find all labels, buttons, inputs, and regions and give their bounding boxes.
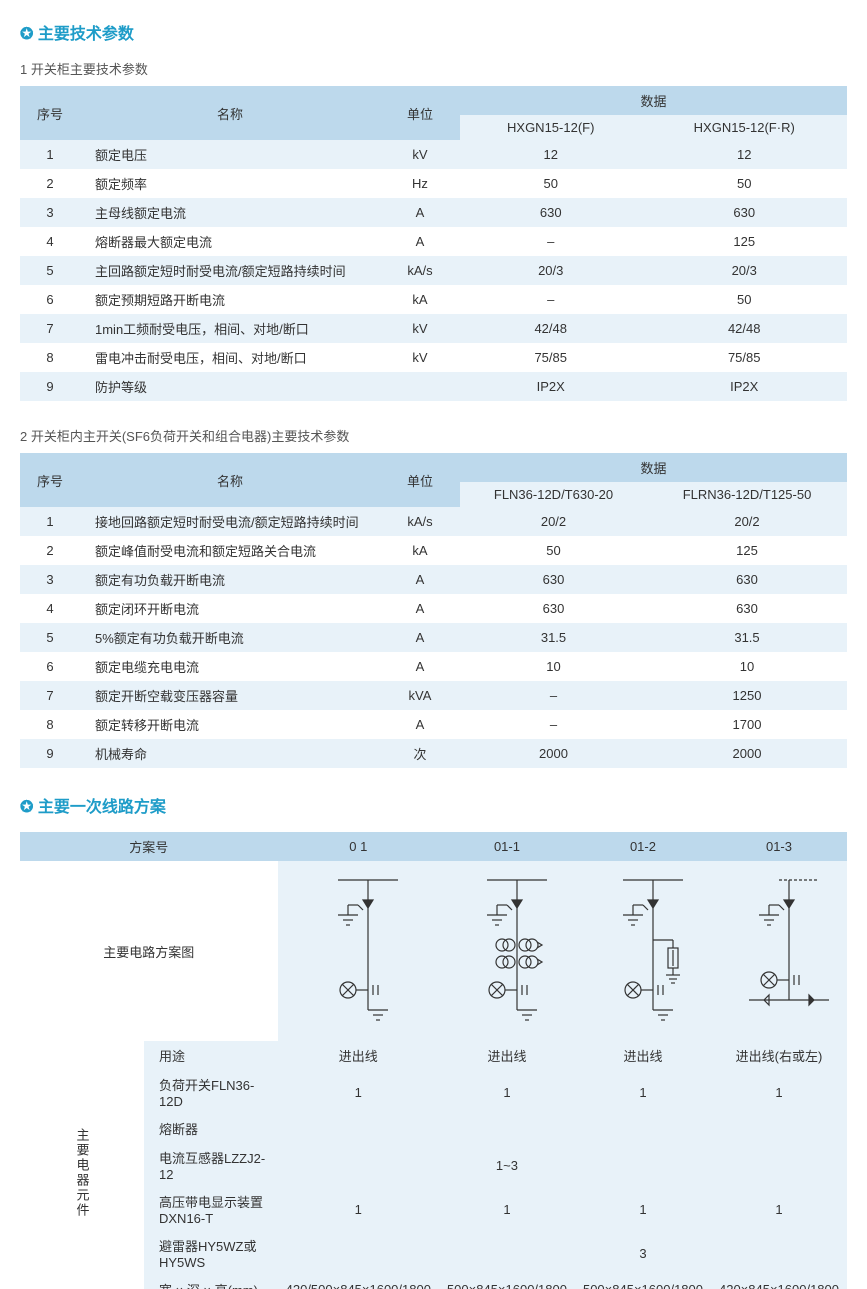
th-seq: 序号: [20, 453, 80, 507]
circuit-diagram-icon: [583, 870, 703, 1030]
table-row: 5主回路额定短时耐受电流/额定短路持续时间kA/s20/320/3: [20, 256, 847, 285]
table-row: 8雷电冲击耐受电压，相间、对地/断口kV75/8575/85: [20, 343, 847, 372]
table-row: 8额定转移开断电流A–1700: [20, 710, 847, 739]
section1-title: 主要技术参数: [20, 20, 847, 44]
th-unit: 单位: [380, 86, 460, 140]
table2-subtitle: 2 开关柜内主开关(SF6负荷开关和组合电器)主要技术参数: [20, 426, 847, 445]
th-col1: FLN36-12D/T630-20: [460, 482, 647, 507]
table-row: 55%额定有功负载开断电流A31.531.5: [20, 623, 847, 652]
row-arrester: 避雷器HY5WZ或HY5WS: [144, 1231, 278, 1275]
circuit-diagram-icon: [719, 870, 839, 1030]
table-row: 71min工频耐受电压，相间、对地/断口kV42/4842/48: [20, 314, 847, 343]
table-row: 2额定频率Hz5050: [20, 169, 847, 198]
table-row: 3主母线额定电流A630630: [20, 198, 847, 227]
th-unit: 单位: [380, 453, 460, 507]
table-row: 2额定峰值耐受电流和额定短路关合电流kA50125: [20, 536, 847, 565]
table-row: 3额定有功负载开断电流A630630: [20, 565, 847, 594]
circuit-01-1: [439, 861, 575, 1041]
th-name: 名称: [80, 453, 380, 507]
th-name: 名称: [80, 86, 380, 140]
circuit-diagram-icon: [298, 870, 418, 1030]
th-data: 数据: [460, 86, 847, 115]
scheme-2: 01-2: [575, 832, 711, 861]
table-row: 6额定预期短路开断电流kA–50: [20, 285, 847, 314]
row-dim: 宽 × 深 × 高(mm): [144, 1275, 278, 1289]
table-row: 1接地回路额定短时耐受电流/额定短路持续时间kA/s20/220/2: [20, 507, 847, 536]
th-col2: FLRN36-12D/T125-50: [647, 482, 847, 507]
scheme-1: 01-1: [439, 832, 575, 861]
circuit-01-3: [711, 861, 847, 1041]
table-row: 9机械寿命次20002000: [20, 739, 847, 768]
circuit-01-2: [575, 861, 711, 1041]
component-vlabel: 主要电器元件: [20, 1041, 144, 1289]
scheme-0: 0 1: [278, 832, 439, 861]
row-hv: 高压带电显示装置DXN16-T: [144, 1187, 278, 1231]
scheme-table: 方案号 0 1 01-1 01-2 01-3 主要电路方案图 主要电器元件 用途…: [20, 832, 847, 1289]
th-scheme: 方案号: [20, 832, 278, 861]
circuit-label: 主要电路方案图: [20, 861, 278, 1041]
th-col2: HXGN15-12(F·R): [641, 115, 847, 140]
row-ct: 电流互感器LZZJ2-12: [144, 1143, 278, 1187]
th-data: 数据: [460, 453, 847, 482]
th-col1: HXGN15-12(F): [460, 115, 641, 140]
table-row: 6额定电缆充电电流A1010: [20, 652, 847, 681]
table1: 序号 名称 单位 数据 HXGN15-12(F) HXGN15-12(F·R) …: [20, 86, 847, 401]
table-row: 4熔断器最大额定电流A–125: [20, 227, 847, 256]
row-switch: 负荷开关FLN36-12D: [144, 1070, 278, 1114]
row-purpose: 用途: [144, 1041, 278, 1070]
th-seq: 序号: [20, 86, 80, 140]
scheme-3: 01-3: [711, 832, 847, 861]
table-row: 4额定闭环开断电流A630630: [20, 594, 847, 623]
table-row: 1额定电压kV1212: [20, 140, 847, 169]
circuit-diagram-icon: [447, 870, 567, 1030]
circuit-01: [278, 861, 439, 1041]
table-row: 9防护等级IP2XIP2X: [20, 372, 847, 401]
table-row: 7额定开断空载变压器容量kVA–1250: [20, 681, 847, 710]
table1-subtitle: 1 开关柜主要技术参数: [20, 59, 847, 78]
table2: 序号 名称 单位 数据 FLN36-12D/T630-20 FLRN36-12D…: [20, 453, 847, 768]
section2-title: 主要一次线路方案: [20, 793, 847, 817]
